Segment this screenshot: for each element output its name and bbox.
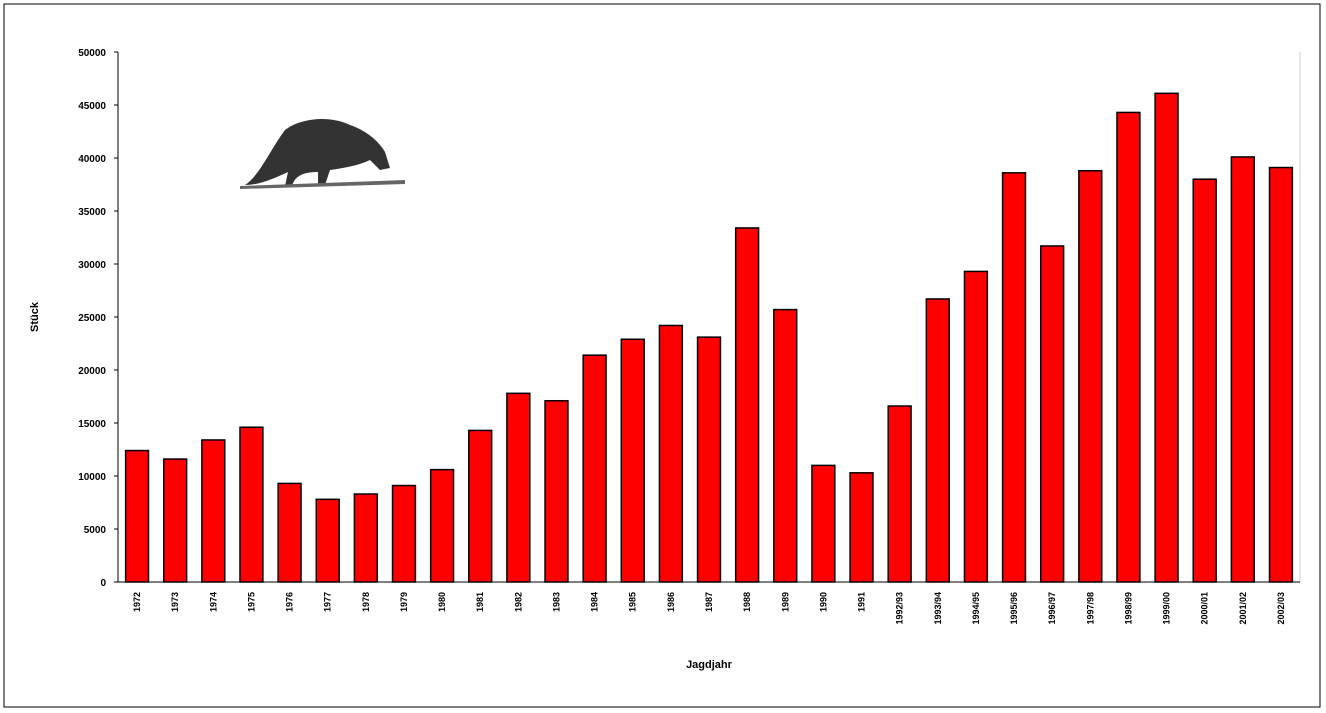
bar (1078, 169, 1103, 583)
x-tick-label: 1986 (666, 592, 676, 612)
y-tick-label: 40000 (78, 154, 106, 165)
y-tick-label: 25000 (78, 313, 106, 324)
x-tick-label: 1980 (437, 592, 447, 612)
y-tick-label: 0 (100, 578, 106, 589)
bar (277, 482, 302, 583)
x-tick-label: 2002/03 (1276, 592, 1286, 625)
bar (620, 338, 645, 583)
bar (1192, 178, 1217, 583)
x-tick-label: 1978 (361, 592, 371, 612)
bar (773, 308, 798, 583)
x-tick-label: 1983 (551, 592, 561, 612)
bar (811, 464, 836, 583)
x-tick-label: 1991 (857, 592, 867, 612)
bar (1230, 156, 1255, 583)
bar (163, 458, 188, 583)
bar (506, 392, 531, 583)
x-tick-label: 1992/93 (895, 592, 905, 625)
x-tick-label: 1999/00 (1162, 592, 1172, 625)
bar (124, 449, 150, 583)
y-tick-label: 5000 (84, 525, 107, 536)
bar (239, 426, 264, 583)
x-tick-label: 1993/94 (933, 592, 943, 625)
y-tick-label: 20000 (78, 366, 106, 377)
bar (201, 439, 226, 583)
y-axis-title: Stück (29, 301, 41, 332)
x-tick-label: 1995/96 (1009, 592, 1019, 625)
x-tick-label: 1994/95 (971, 592, 981, 625)
x-tick-label: 1997/98 (1085, 592, 1095, 625)
x-tick-label: 1984 (590, 592, 600, 612)
y-tick-label: 30000 (78, 260, 106, 271)
bar (1001, 172, 1027, 583)
x-tick-label: 1979 (399, 592, 409, 612)
bar (1154, 92, 1179, 583)
bar (849, 472, 874, 583)
bar (544, 399, 569, 583)
bar (1039, 245, 1065, 583)
y-tick-label: 15000 (78, 419, 106, 430)
x-tick-label: 1982 (513, 592, 523, 612)
bar (658, 324, 684, 583)
bar (887, 405, 912, 583)
bar (925, 298, 950, 583)
x-axis-title: Jagdjahr (686, 659, 733, 671)
x-tick-label: 1972 (132, 592, 142, 612)
x-tick-label: 1996/97 (1047, 592, 1057, 625)
frame (3, 3, 1321, 708)
x-tick-label: 2001/02 (1238, 592, 1248, 625)
y-tick-label: 10000 (78, 472, 106, 483)
x-tick-label: 2000/01 (1200, 592, 1210, 625)
x-tick-label: 1998/99 (1123, 592, 1133, 625)
x-tick-label: 1975 (246, 592, 256, 612)
bar (734, 227, 760, 583)
bar (315, 498, 340, 583)
y-tick-label: 50000 (78, 48, 106, 59)
bar (1116, 111, 1141, 583)
bar (582, 354, 607, 583)
x-tick-label: 1977 (323, 592, 333, 612)
x-tick-label: 1988 (742, 592, 752, 612)
x-tick-label: 1987 (704, 592, 714, 612)
x-tick-label: 1981 (475, 592, 485, 612)
x-tick-label: 1989 (780, 592, 790, 612)
fox-illustration (240, 118, 405, 189)
bar (1268, 166, 1294, 583)
x-tick-label: 1973 (170, 592, 180, 612)
y-tick-label: 45000 (78, 101, 106, 112)
bar (468, 429, 493, 583)
bar (391, 484, 417, 583)
bar (963, 270, 989, 583)
bar (353, 493, 379, 583)
bar (696, 336, 722, 583)
x-tick-label: 1974 (208, 592, 218, 612)
x-tick-label: 1976 (285, 592, 295, 612)
y-tick-label: 35000 (78, 207, 106, 218)
x-tick-label: 1985 (628, 592, 638, 612)
x-tick-label: 1990 (818, 592, 828, 612)
bar (429, 468, 455, 583)
